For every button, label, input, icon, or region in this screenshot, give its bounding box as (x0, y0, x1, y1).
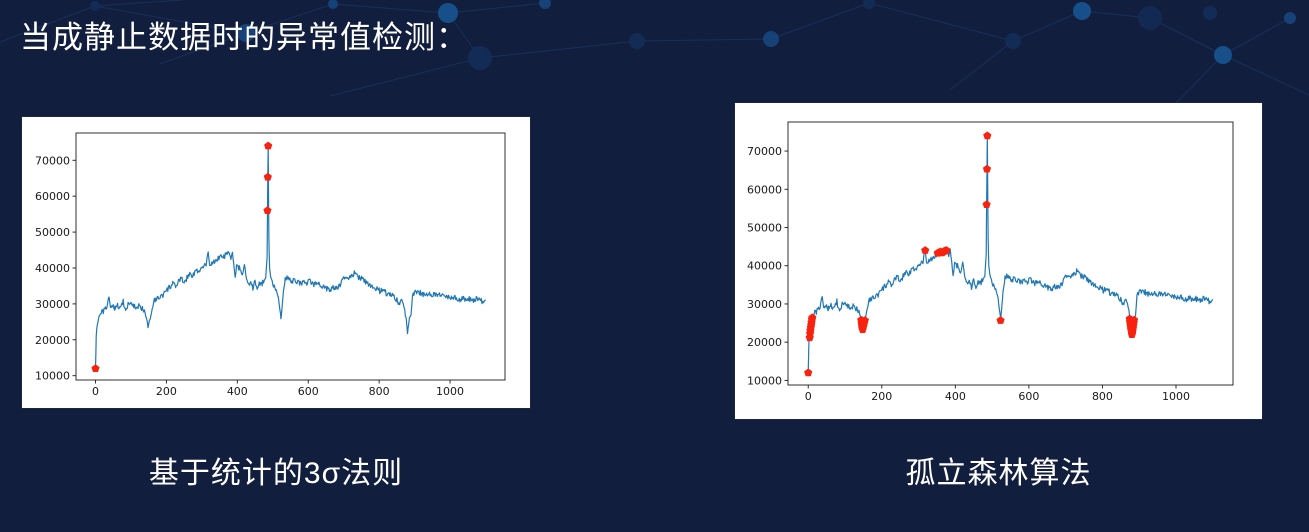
svg-text:70000: 70000 (747, 145, 782, 158)
svg-text:800: 800 (369, 385, 390, 398)
svg-text:800: 800 (1092, 390, 1113, 403)
svg-text:400: 400 (945, 390, 966, 403)
svg-text:1000: 1000 (436, 385, 464, 398)
svg-text:50000: 50000 (35, 226, 70, 239)
svg-text:200: 200 (871, 390, 892, 403)
svg-text:400: 400 (227, 385, 248, 398)
sigma-rule-anomaly-chart: 0 200 400 600 800 1000 10000 20000 30000 40000 500… (22, 117, 530, 408)
svg-text:0: 0 (805, 390, 812, 403)
page-title: 当成静止数据时的异常值检测： (20, 20, 468, 55)
isolation-forest-anomaly-chart: 0 200 400 600 800 1000 10000 20000 30000 40000 500… (735, 103, 1262, 419)
svg-text:1000: 1000 (1162, 390, 1190, 403)
svg-text:20000: 20000 (35, 334, 70, 347)
svg-text:70000: 70000 (35, 154, 70, 167)
chart-panel-isolation-forest: 0 200 400 600 800 1000 10000 20000 30000 40000 500… (735, 103, 1262, 419)
svg-text:60000: 60000 (35, 190, 70, 203)
svg-text:10000: 10000 (747, 374, 782, 387)
svg-text:30000: 30000 (747, 298, 782, 311)
svg-text:30000: 30000 (35, 298, 70, 311)
svg-text:20000: 20000 (747, 336, 782, 349)
chart-panel-3sigma: 0 200 400 600 800 1000 10000 20000 30000 40000 500… (22, 117, 530, 408)
svg-text:600: 600 (298, 385, 319, 398)
svg-text:40000: 40000 (747, 260, 782, 273)
svg-text:0: 0 (92, 385, 99, 398)
svg-text:40000: 40000 (35, 262, 70, 275)
svg-text:200: 200 (156, 385, 177, 398)
svg-text:600: 600 (1018, 390, 1039, 403)
svg-text:60000: 60000 (747, 183, 782, 196)
caption-isolation-forest: 孤立森林算法 (905, 457, 1092, 490)
caption-3sigma-rule: 基于统计的3σ法则 (148, 457, 404, 490)
svg-text:10000: 10000 (35, 370, 70, 383)
svg-text:50000: 50000 (747, 222, 782, 235)
